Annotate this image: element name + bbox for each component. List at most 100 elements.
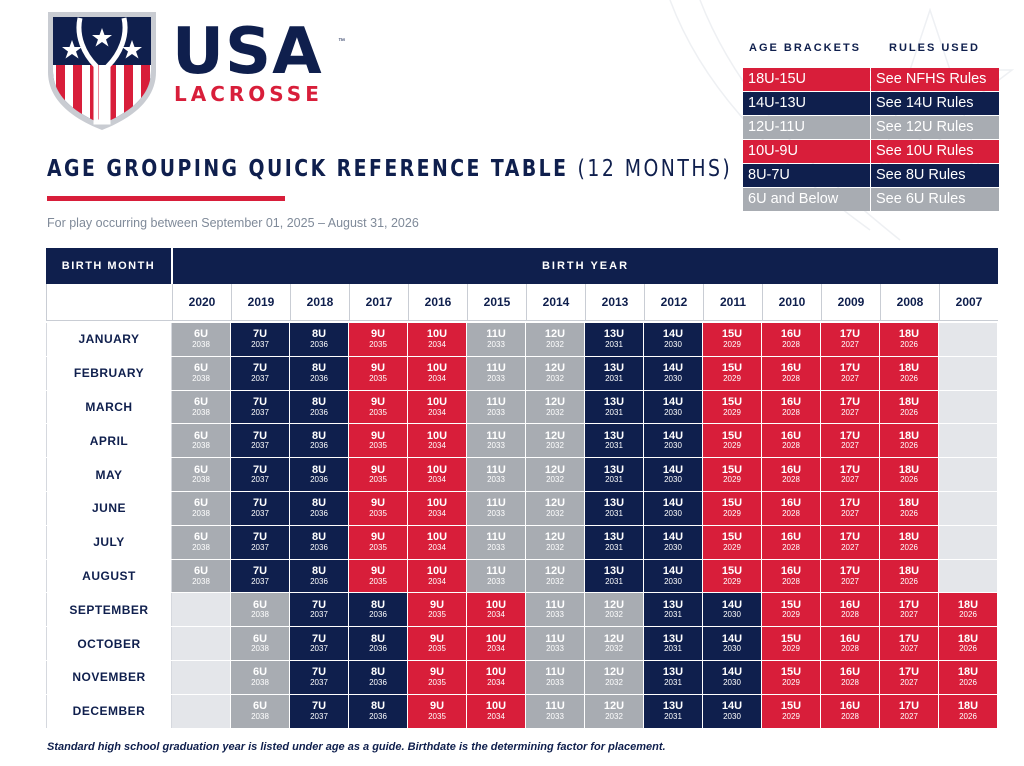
- age-group-label: 15U: [780, 598, 802, 611]
- age-group-cell: 14U 2030: [644, 424, 702, 458]
- age-group-label: 8U: [311, 531, 327, 544]
- age-group-cell: 18U 2026: [939, 660, 997, 694]
- graduation-year: 2027: [841, 542, 859, 552]
- graduation-year: 2030: [664, 441, 682, 451]
- age-group-label: 6U: [193, 531, 209, 544]
- graduation-year: 2038: [192, 508, 210, 518]
- graduation-year: 2031: [605, 407, 623, 417]
- graduation-year: 2034: [428, 576, 446, 586]
- graduation-year: 2026: [959, 677, 977, 687]
- graduation-year: 2032: [605, 677, 623, 687]
- age-group-label: 16U: [780, 396, 802, 409]
- graduation-year: 2028: [841, 711, 859, 721]
- empty-cell: [939, 390, 997, 424]
- age-group-cell: 9U 2035: [408, 627, 466, 660]
- graduation-year: 2029: [782, 610, 800, 620]
- age-group-cell: 8U 2036: [290, 525, 348, 559]
- age-group-label: 8U: [311, 396, 327, 409]
- age-group-cell: 16U 2028: [821, 694, 879, 728]
- title-underline: [47, 196, 285, 201]
- graduation-year: 2028: [782, 373, 800, 383]
- legend-bracket: 18U-15U: [743, 68, 870, 91]
- graduation-year: 2029: [723, 542, 741, 552]
- age-group-cell: 11U 2033: [467, 390, 525, 424]
- graduation-year: 2029: [723, 576, 741, 586]
- age-group-cell: 7U 2037: [290, 694, 348, 728]
- graduation-year: 2035: [428, 677, 446, 687]
- age-group-label: 15U: [721, 565, 743, 577]
- graduation-year: 2035: [369, 441, 387, 451]
- graduation-year: 2030: [723, 677, 741, 687]
- birth-year-2011: 2011: [703, 284, 762, 320]
- age-group-cell: 17U 2027: [880, 627, 938, 660]
- month-row-december: DECEMBER 6U 2038 7U 2037 8U 2036 9U 2035 10U 2034 1…: [46, 694, 998, 728]
- age-group-cell: 17U 2027: [821, 559, 879, 593]
- age-group-label: 9U: [429, 598, 445, 611]
- graduation-year: 2037: [251, 373, 269, 383]
- graduation-year: 2037: [251, 339, 269, 349]
- legend-row: 8U-7U See 8U Rules: [743, 164, 999, 187]
- age-group-cell: 9U 2035: [408, 660, 466, 694]
- age-group-cell: 7U 2037: [231, 390, 289, 424]
- birth-month-label: FEBRUARY: [46, 356, 172, 390]
- age-group-cell: 7U 2037: [231, 525, 289, 559]
- age-group-label: 13U: [603, 463, 625, 476]
- age-group-label: 11U: [486, 328, 506, 341]
- age-group-cell: 15U 2029: [703, 491, 761, 525]
- graduation-year: 2038: [192, 339, 210, 349]
- age-group-cell: 14U 2030: [644, 458, 702, 491]
- age-group-cell: 9U 2035: [349, 356, 407, 390]
- age-group-cell: 10U 2034: [408, 424, 466, 458]
- age-group-cell: 12U 2032: [526, 525, 584, 559]
- graduation-year: 2031: [664, 711, 682, 721]
- graduation-year: 2034: [428, 373, 446, 383]
- age-group-label: 8U: [370, 632, 386, 645]
- age-group-label: 13U: [603, 328, 625, 341]
- age-group-label: 6U: [252, 666, 268, 679]
- age-group-cell: 11U 2033: [467, 491, 525, 525]
- age-group-cell: 17U 2027: [821, 356, 879, 390]
- age-group-cell: 17U 2027: [821, 525, 879, 559]
- age-group-label: 7U: [311, 666, 327, 679]
- age-group-label: 13U: [603, 429, 625, 442]
- graduation-year: 2032: [605, 610, 623, 620]
- age-group-cell: 18U 2026: [939, 593, 997, 627]
- graduation-year: 2034: [428, 407, 446, 417]
- graduation-year: 2028: [841, 644, 859, 654]
- age-group-cell: 10U 2034: [408, 458, 466, 491]
- legend-row: 14U-13U See 14U Rules: [743, 92, 999, 115]
- age-group-cell: 18U 2026: [939, 694, 997, 728]
- age-group-label: 16U: [839, 632, 861, 645]
- age-group-label: 13U: [662, 700, 684, 713]
- age-group-label: 16U: [780, 362, 802, 375]
- age-group-cell: 14U 2030: [644, 525, 702, 559]
- graduation-year: 2036: [369, 610, 387, 620]
- age-group-label: 14U: [662, 565, 684, 577]
- age-group-cell: 11U 2033: [467, 424, 525, 458]
- birth-year-2014: 2014: [526, 284, 585, 320]
- birth-year-2012: 2012: [644, 284, 703, 320]
- graduation-year: 2031: [605, 373, 623, 383]
- birth-month-label: AUGUST: [46, 559, 172, 593]
- age-group-cell: 15U 2029: [762, 627, 820, 660]
- age-group-cell: 13U 2031: [585, 390, 643, 424]
- age-group-label: 18U: [898, 396, 920, 409]
- age-group-label: 6U: [193, 463, 209, 476]
- birth-year-row: 2020 2019 2018 2017 2016 2015 2014 2013 2012 2011…: [46, 284, 998, 321]
- empty-cell: [939, 559, 997, 593]
- legend-bracket: 10U-9U: [743, 140, 870, 163]
- age-group-cell: 10U 2034: [408, 491, 466, 525]
- age-group-cell: 6U 2038: [231, 593, 289, 627]
- age-group-cell: 16U 2028: [762, 559, 820, 593]
- graduation-year: 2031: [605, 576, 623, 586]
- age-group-label: 18U: [957, 700, 979, 713]
- age-group-label: 17U: [839, 429, 861, 442]
- legend-bracket: 12U-11U: [743, 116, 870, 139]
- birth-year-2007: 2007: [939, 284, 998, 320]
- age-group-label: 12U: [603, 632, 625, 645]
- graduation-year: 2034: [428, 441, 446, 451]
- age-group-label: 15U: [721, 497, 743, 510]
- age-group-cell: 7U 2037: [290, 627, 348, 660]
- age-group-label: 6U: [193, 429, 209, 442]
- graduation-year: 2026: [900, 441, 918, 451]
